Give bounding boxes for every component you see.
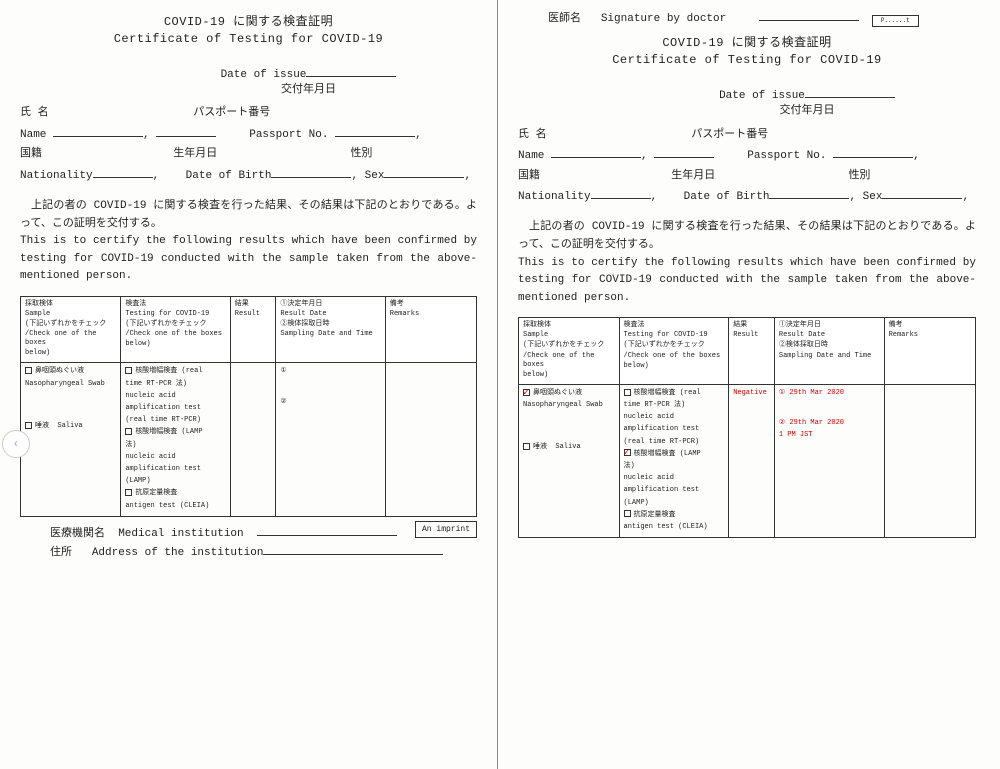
label-address-en: Address of the institution (92, 547, 264, 559)
checkbox-antigen[interactable] (125, 489, 132, 496)
title-block-2: COVID-19 に関する検査証明 Certificate of Testing… (518, 35, 976, 69)
checkbox-nasopharyngeal[interactable] (25, 367, 32, 374)
result-time: 1 PM JST (779, 430, 880, 441)
result-date-2: ② 29th Mar 2020 (779, 418, 880, 429)
row-name-passport-jp-2: 氏 名 パスポート番号 (518, 128, 976, 143)
label-dob-jp: 生年月日 (173, 148, 217, 160)
cell-testing: 核酸増幅検査 (real time RT-PCR 法) nucleic acid… (121, 363, 230, 516)
checkbox-rtpcr-2[interactable] (624, 389, 631, 396)
label-passport-en: Passport No. (249, 129, 328, 141)
row-name-passport-en: Name , Passport No. , (20, 126, 477, 143)
label-sex-en: Sex (365, 170, 385, 182)
label-nationality-en: Nationality (20, 170, 93, 182)
title-en: Certificate of Testing for COVID-19 (20, 31, 477, 48)
label-institution-jp: 医療機関名 (50, 528, 105, 540)
certification-text-2: 上記の者の COVID-19 に関する検査を行った結果、その結果は下記のとおりで… (518, 219, 976, 307)
checkbox-nasopharyngeal-2[interactable] (523, 389, 530, 396)
checkbox-antigen-2[interactable] (624, 510, 631, 517)
title-block: COVID-19 に関する検査証明 Certificate of Testing… (20, 14, 477, 48)
th-sample: 採取検体 Sample (下記いずれかをチェック /Check one of t… (21, 296, 121, 363)
cert-text-jp: 上記の者の COVID-19 に関する検査を行った結果、その結果は下記のとおりで… (20, 198, 477, 233)
date-of-issue: Date of issue 交付年月日 (20, 66, 477, 99)
imprint-box: An imprint (415, 521, 477, 538)
row-nat-dob-sex-jp: 国籍 生年月日 性別 (20, 147, 477, 162)
th-remarks: 備考 Remarks (385, 296, 476, 363)
doctor-signature-row: 医師名 Signature by doctor P......t (518, 10, 976, 27)
title-jp-2: COVID-19 に関する検査証明 (518, 35, 976, 52)
certification-text: 上記の者の COVID-19 に関する検査を行った結果、その結果は下記のとおりで… (20, 198, 477, 286)
row-name-passport-jp: 氏 名 パスポート番号 (20, 106, 477, 121)
th-testing: 検査法 Testing for COVID-19 (下記いずれかをチェック /C… (121, 296, 230, 363)
label-doctor-jp: 医師名 (548, 13, 581, 25)
results-table-2: 採取検体 Sample (下記いずれかをチェック /Check one of t… (518, 317, 976, 538)
label-dob-en: Date of Birth (186, 170, 272, 182)
cell-remarks (385, 363, 476, 516)
row-nat-dob-sex-en: Nationality, Date of Birth, Sex, (20, 167, 477, 184)
checkbox-rtpcr[interactable] (125, 367, 132, 374)
label-doctor-en: Signature by doctor (601, 13, 726, 25)
cert-text-en: This is to certify the following results… (20, 233, 477, 286)
footer-left: 医療機関名 Medical institution An imprint 住所 … (20, 525, 477, 562)
certificate-page-2: 医師名 Signature by doctor P......t COVID-1… (498, 0, 996, 769)
th-sample-2: 採取検体 Sample (下記いずれかをチェック /Check one of t… (519, 318, 620, 385)
label-address-jp: 住所 (50, 547, 72, 559)
checkbox-lamp[interactable] (125, 428, 132, 435)
cell-testing-2: 核酸増幅検査 (real time RT-PCR 法) nucleic acid… (619, 384, 729, 537)
prev-page-button[interactable]: ‹ (2, 430, 30, 458)
date-of-issue-en: Date of issue (221, 69, 307, 81)
cell-dates-2: ① 29th Mar 2020 ② 29th Mar 2020 1 PM JST (774, 384, 884, 537)
title-jp: COVID-19 に関する検査証明 (20, 14, 477, 31)
checkbox-saliva-2[interactable] (523, 443, 530, 450)
row-name-passport-en-2: Name , Passport No. , (518, 147, 976, 164)
result-date-1: ① 29th Mar 2020 (779, 388, 880, 399)
result-value: Negative (733, 388, 770, 399)
checkbox-lamp-2[interactable] (624, 449, 631, 456)
cell-dates: ① ② (276, 363, 385, 516)
th-dates: ①決定年月日 Result Date ②検体採取日時 Sampling Date… (276, 296, 385, 363)
cell-result-2: Negative (729, 384, 775, 537)
row-nat-dob-sex-en-2: Nationality, Date of Birth, Sex, (518, 188, 976, 205)
th-result-2: 結果 Result (729, 318, 775, 385)
chevron-left-icon: ‹ (12, 437, 19, 451)
th-result: 結果 Result (230, 296, 276, 363)
label-passport-jp: パスポート番号 (193, 107, 270, 119)
date-of-issue-2: Date of issue 交付年月日 (518, 87, 976, 120)
date-of-issue-jp: 交付年月日 (281, 84, 336, 96)
title-en-2: Certificate of Testing for COVID-19 (518, 52, 976, 69)
cell-sample: 鼻咽頭ぬぐい液 Nasopharyngeal Swab 唾液 Saliva (21, 363, 121, 516)
cell-remarks-2 (884, 384, 975, 537)
cell-sample-2: 鼻咽頭ぬぐい液 Nasopharyngeal Swab 唾液 Saliva (519, 384, 620, 537)
label-nationality-jp: 国籍 (20, 147, 60, 162)
checkbox-saliva[interactable] (25, 422, 32, 429)
certificate-page-1: COVID-19 に関する検査証明 Certificate of Testing… (0, 0, 498, 769)
label-sex-jp: 性別 (350, 148, 372, 160)
th-testing-2: 検査法 Testing for COVID-19 (下記いずれかをチェック /C… (619, 318, 729, 385)
cell-result (230, 363, 276, 516)
th-dates-2: ①決定年月日 Result Date ②検体採取日時 Sampling Date… (774, 318, 884, 385)
label-institution-en: Medical institution (118, 528, 243, 540)
label-name-en: Name (20, 129, 46, 141)
th-remarks-2: 備考 Remarks (884, 318, 975, 385)
label-name-jp: 氏 名 (20, 106, 60, 121)
results-table: 採取検体 Sample (下記いずれかをチェック /Check one of t… (20, 296, 477, 517)
row-nat-dob-sex-jp-2: 国籍 生年月日 性別 (518, 169, 976, 184)
signature-stamp-box: P......t (872, 15, 919, 27)
